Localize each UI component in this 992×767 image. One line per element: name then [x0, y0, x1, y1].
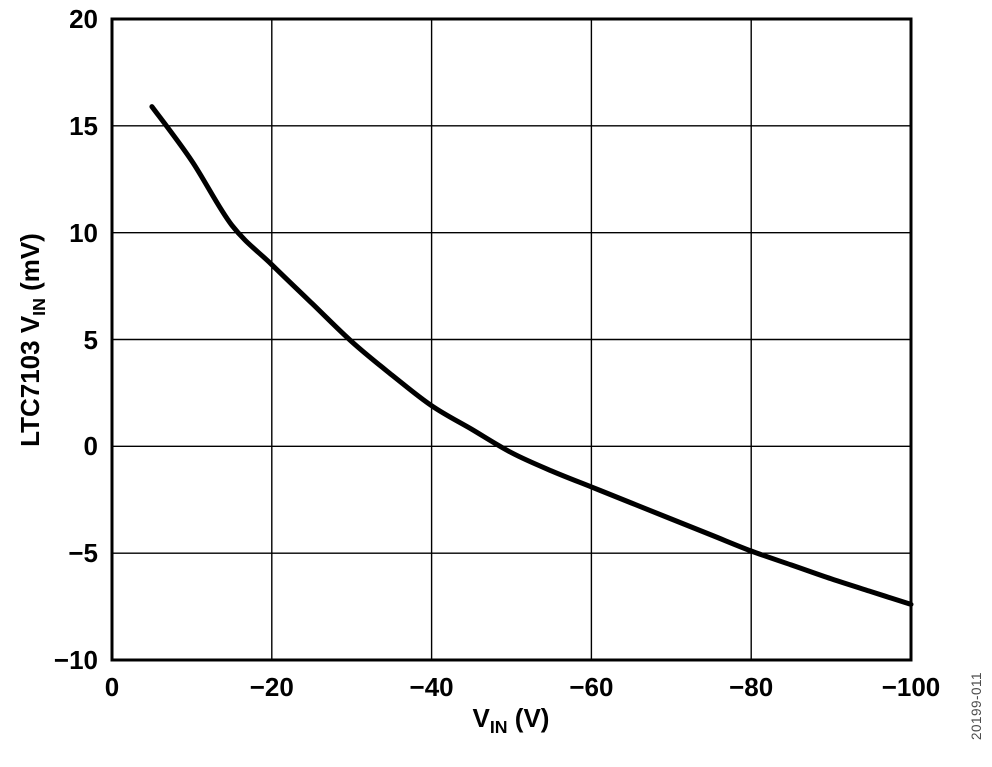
x-axis-title-subscript: IN [489, 717, 508, 738]
x-tick-label: −100 [881, 672, 941, 702]
y-tick-label: 15 [69, 110, 98, 141]
x-axis-title-text: V [472, 703, 490, 733]
plot-border [110, 17, 913, 662]
x-axis-title: VIN (V) [391, 702, 631, 738]
figure-number-watermark: 20199-011 [969, 671, 984, 741]
y-tick-label: 5 [83, 324, 98, 355]
y-axis-title-subscript: IN [29, 298, 50, 316]
data-curve [149, 104, 914, 607]
x-axis-title-unit: (V) [507, 703, 550, 733]
x-tick-label: −20 [249, 672, 294, 702]
y-axis-title-text: LTC7103 V [15, 315, 45, 447]
y-tick-label: −10 [53, 645, 98, 675]
y-axis-title: LTC7103 VIN (mV) [14, 180, 50, 500]
y-tick-label: 10 [69, 217, 98, 248]
y-tick-label: −5 [68, 538, 98, 569]
y-tick-label: 0 [83, 431, 98, 462]
y-tick-label: 20 [69, 4, 98, 34]
x-tick-label: −40 [409, 672, 454, 702]
x-tick-label: −60 [569, 672, 614, 702]
x-tick-label: 0 [104, 672, 120, 702]
y-axis-title-unit: (mV) [15, 233, 45, 299]
x-tick-label: −80 [729, 672, 774, 702]
